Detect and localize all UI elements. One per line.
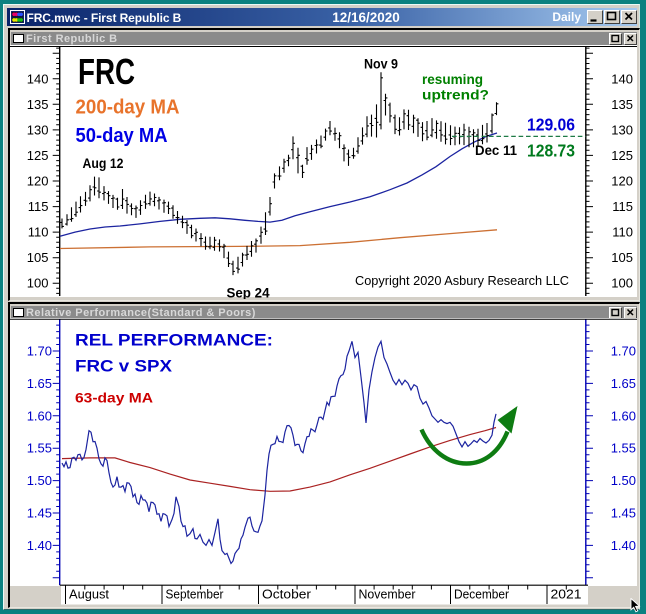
svg-text:135: 135	[611, 97, 633, 112]
svg-text:1.65: 1.65	[611, 376, 636, 391]
svg-text:100: 100	[611, 276, 633, 291]
svg-text:1.70: 1.70	[611, 344, 636, 359]
svg-text:1.70: 1.70	[27, 344, 52, 359]
svg-text:130: 130	[27, 122, 49, 137]
svg-text:Dec 11: Dec 11	[475, 143, 517, 158]
svg-text:September: September	[166, 587, 224, 601]
svg-text:1.40: 1.40	[27, 538, 52, 553]
svg-text:October: October	[262, 587, 311, 601]
svg-text:110: 110	[612, 225, 633, 240]
svg-text:1.45: 1.45	[611, 506, 636, 521]
svg-text:100: 100	[27, 276, 49, 291]
svg-text:1.55: 1.55	[611, 441, 636, 456]
svg-text:63-day MA: 63-day MA	[75, 390, 153, 406]
svg-text:FRC v SPX: FRC v SPX	[75, 357, 173, 376]
svg-text:REL PERFORMANCE:: REL PERFORMANCE:	[75, 331, 273, 350]
svg-text:130: 130	[611, 122, 633, 137]
svg-text:1.50: 1.50	[27, 473, 52, 488]
svg-text:140: 140	[611, 71, 633, 86]
svg-text:200-day MA: 200-day MA	[76, 96, 180, 119]
svg-text:120: 120	[611, 174, 633, 189]
svg-text:FRC: FRC	[78, 51, 135, 92]
svg-text:Sep 24: Sep 24	[227, 286, 270, 300]
svg-text:2021: 2021	[551, 587, 582, 601]
svg-text:128.73: 128.73	[527, 141, 575, 161]
svg-text:115: 115	[612, 199, 633, 214]
svg-text:1.55: 1.55	[27, 441, 52, 456]
svg-text:105: 105	[611, 250, 633, 265]
svg-text:50-day MA: 50-day MA	[76, 124, 168, 147]
svg-text:1.65: 1.65	[27, 376, 52, 391]
svg-text:129.06: 129.06	[527, 115, 575, 135]
svg-text:120: 120	[27, 174, 49, 189]
svg-text:110: 110	[28, 225, 49, 240]
svg-text:Copyright 2020 Asbury Research: Copyright 2020 Asbury Research LLC	[355, 274, 569, 288]
svg-text:December: December	[454, 587, 509, 601]
svg-text:125: 125	[611, 148, 633, 163]
svg-text:1.50: 1.50	[611, 473, 636, 488]
svg-text:November: November	[359, 587, 416, 601]
svg-text:115: 115	[28, 199, 49, 214]
svg-text:August: August	[69, 587, 110, 601]
svg-text:Nov 9: Nov 9	[364, 57, 398, 72]
svg-text:140: 140	[27, 71, 49, 86]
svg-text:Aug 12: Aug 12	[83, 156, 124, 171]
svg-text:135: 135	[27, 97, 49, 112]
svg-text:1.60: 1.60	[27, 408, 52, 423]
svg-text:125: 125	[27, 148, 49, 163]
svg-text:1.45: 1.45	[27, 506, 52, 521]
svg-text:resuming: resuming	[422, 71, 483, 87]
svg-text:1.40: 1.40	[611, 538, 636, 553]
svg-text:uptrend?: uptrend?	[422, 87, 489, 103]
svg-text:105: 105	[27, 250, 49, 265]
svg-text:1.60: 1.60	[611, 408, 636, 423]
